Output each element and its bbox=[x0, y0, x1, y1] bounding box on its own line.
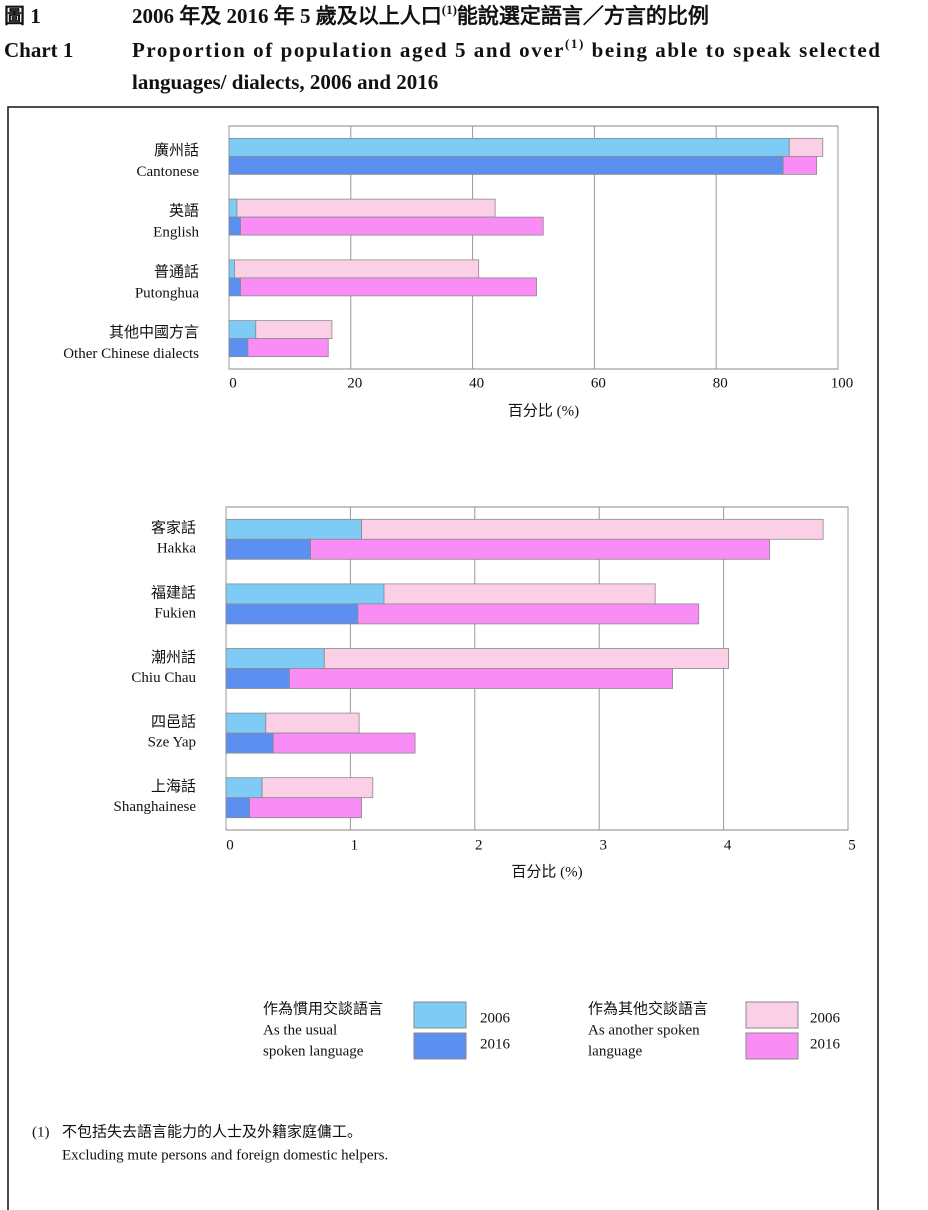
bar-segment bbox=[357, 603, 700, 625]
title-sup: (1) bbox=[565, 36, 583, 51]
category-label: Hakka bbox=[157, 541, 196, 557]
legend-group-label: As another spoken bbox=[588, 1022, 700, 1038]
bar-segment bbox=[234, 259, 480, 279]
chart-label-en: Chart 1 bbox=[4, 38, 73, 62]
bar-segment bbox=[228, 320, 257, 340]
bar-segment bbox=[272, 732, 416, 754]
legend-label: 2016 bbox=[810, 1036, 841, 1052]
bar-segment bbox=[228, 155, 784, 175]
legend-swatch bbox=[745, 1032, 799, 1060]
category-label: Fukien bbox=[154, 605, 196, 621]
x-tick-label: 1 bbox=[351, 837, 359, 853]
legend-group-label: 作為其他交談語言 bbox=[588, 999, 708, 1017]
bar-segment bbox=[247, 338, 329, 358]
chart-title-zh: 2006 年及 2016 年 5 歲及以上人口(1)能說選定語言／方言的比例 bbox=[132, 2, 709, 28]
legend-group-label: 作為慣用交談語言 bbox=[263, 999, 383, 1017]
footnote: 不包括失去語言能力的人士及外籍家庭傭工。 bbox=[62, 1122, 362, 1140]
bar-segment bbox=[225, 668, 290, 689]
bar-segment bbox=[225, 538, 311, 560]
bar-segment bbox=[265, 712, 360, 734]
bar-segment bbox=[225, 648, 325, 669]
chart-title-en-2: languages/ dialects, 2006 and 2016 bbox=[132, 70, 438, 94]
category-label: 上海話 bbox=[151, 778, 196, 795]
category-label: Cantonese bbox=[137, 164, 200, 180]
legend-label: 2006 bbox=[810, 1010, 841, 1026]
chart-title-en: Proportion of population aged 5 and over… bbox=[132, 36, 880, 62]
bar-segment bbox=[249, 797, 362, 819]
category-label: Other Chinese dialects bbox=[63, 346, 199, 362]
bar-segment bbox=[240, 277, 537, 297]
bar-segment bbox=[361, 518, 824, 540]
bar-segment bbox=[228, 277, 241, 297]
bar-segment bbox=[240, 216, 544, 236]
x-tick-label: 40 bbox=[469, 375, 484, 391]
footnote: Excluding mute persons and foreign domes… bbox=[62, 1147, 388, 1163]
category-label: English bbox=[153, 225, 199, 241]
category-label: Putonghua bbox=[135, 285, 200, 301]
x-tick-label: 80 bbox=[713, 375, 728, 391]
bar-segment bbox=[788, 137, 824, 157]
bar-segment bbox=[228, 137, 790, 157]
category-label: Sze Yap bbox=[148, 735, 196, 751]
chart-label-zh: 圖 1 bbox=[4, 4, 41, 28]
legend-swatch bbox=[413, 1032, 467, 1060]
bar-segment bbox=[228, 198, 238, 218]
bar-segment bbox=[225, 797, 251, 819]
category-label: 潮州話 bbox=[151, 649, 196, 666]
frame bbox=[7, 106, 879, 1210]
x-tick-label: 60 bbox=[591, 375, 606, 391]
bar-segment bbox=[255, 320, 333, 340]
category-label: 其他中國方言 bbox=[109, 324, 199, 341]
title-part: Proportion of population aged 5 and over bbox=[132, 38, 563, 62]
category-label: 四邑話 bbox=[151, 714, 196, 731]
category-label: Shanghainese bbox=[114, 799, 197, 815]
footnote-marker: (1) bbox=[32, 1124, 50, 1140]
x-axis-label: 百分比 (%) bbox=[508, 402, 579, 419]
category-label: 客家話 bbox=[151, 520, 196, 537]
x-axis-label: 百分比 (%) bbox=[511, 863, 582, 880]
x-tick-label: 100 bbox=[831, 375, 854, 391]
bar-segment bbox=[236, 198, 496, 218]
legend-label: 2006 bbox=[480, 1010, 511, 1026]
legend-group-label: As the usual bbox=[263, 1022, 337, 1038]
x-tick-label: 5 bbox=[848, 837, 856, 853]
bar-segment bbox=[225, 518, 362, 540]
x-tick-label: 3 bbox=[599, 837, 607, 853]
title-part: 2006 年及 2016 年 5 歲及以上人口 bbox=[132, 4, 442, 28]
legend-swatch bbox=[745, 1001, 799, 1029]
bar-segment bbox=[323, 648, 729, 669]
x-tick-label: 20 bbox=[347, 375, 362, 391]
x-tick-label: 2 bbox=[475, 837, 483, 853]
category-label: 普通話 bbox=[154, 263, 199, 280]
bar-segment bbox=[225, 712, 267, 734]
title-part: 能說選定語言／方言的比例 bbox=[457, 4, 709, 28]
legend-label: 2016 bbox=[480, 1036, 511, 1052]
bar-segment bbox=[289, 668, 673, 689]
bar-segment bbox=[782, 155, 818, 175]
bar-segment bbox=[225, 732, 274, 754]
legend-group-label: spoken language bbox=[263, 1043, 364, 1059]
legend-swatch bbox=[413, 1001, 467, 1029]
bar-segment bbox=[261, 777, 374, 799]
legend-group-label: language bbox=[588, 1043, 642, 1059]
category-label: Chiu Chau bbox=[131, 670, 196, 686]
bar-segment bbox=[228, 338, 249, 358]
bar-segment bbox=[383, 583, 656, 605]
title-sup: (1) bbox=[442, 2, 457, 17]
x-tick-label: 4 bbox=[724, 837, 732, 853]
bar-segment bbox=[225, 583, 385, 605]
x-tick-label: 0 bbox=[229, 375, 237, 391]
category-label: 廣州話 bbox=[154, 142, 199, 159]
bar-segment bbox=[228, 259, 235, 279]
category-label: 英語 bbox=[169, 202, 199, 220]
bar-segment bbox=[228, 216, 241, 236]
x-tick-label: 0 bbox=[226, 837, 234, 853]
bar-segment bbox=[225, 603, 359, 625]
bar-segment bbox=[310, 538, 771, 560]
bar-segment bbox=[225, 777, 263, 799]
category-label: 福建話 bbox=[151, 584, 196, 601]
title-part: being able to speak selected bbox=[585, 38, 880, 62]
